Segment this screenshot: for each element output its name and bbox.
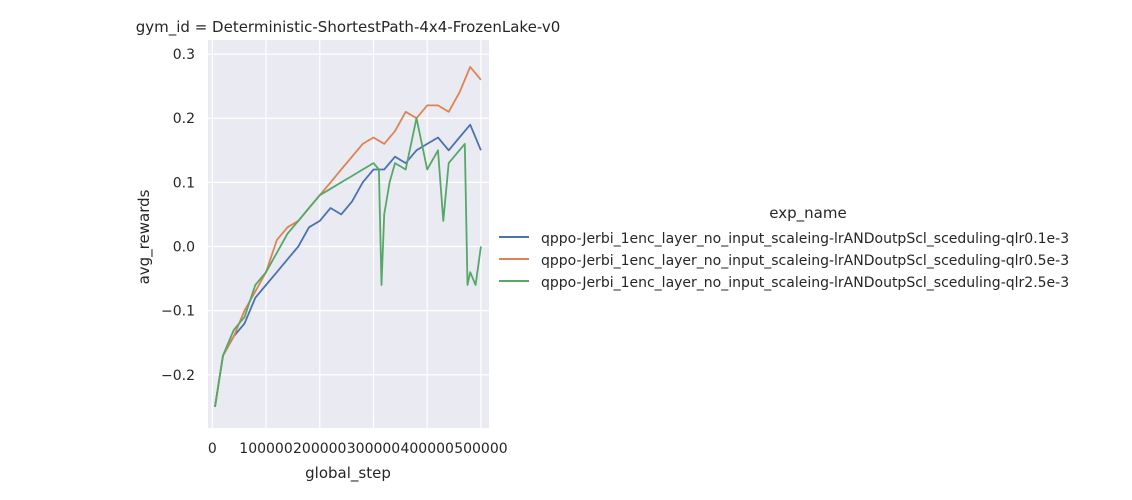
series-line <box>214 117 482 407</box>
y-axis-label: avg_rewards <box>135 189 154 284</box>
y-tick-label: 0.1 <box>173 175 195 191</box>
series-lines <box>214 66 482 407</box>
y-tick-label: 0.0 <box>173 240 195 256</box>
chart-title: gym_id = Deterministic-ShortestPath-4x4-… <box>136 18 561 37</box>
y-axis: −0.2 −0.1 0.0 0.1 0.2 0.3 <box>161 47 195 384</box>
y-tick-label: −0.1 <box>161 304 195 320</box>
x-axis: 0 100000 200000 300000 400000 500000 <box>208 441 508 457</box>
x-tick-label: 200000 <box>293 441 346 457</box>
legend: exp_name qppo-Jerbi_1enc_layer_no_input_… <box>499 204 1069 291</box>
legend-entry-label: qppo-Jerbi_1enc_layer_no_input_scaleing-… <box>541 231 1069 247</box>
x-tick-label: 0 <box>208 441 217 457</box>
series-line <box>214 66 482 407</box>
y-tick-label: 0.3 <box>173 47 195 63</box>
legend-title: exp_name <box>769 204 846 223</box>
plot-area <box>208 40 489 428</box>
legend-entry-label: qppo-Jerbi_1enc_layer_no_input_scaleing-… <box>541 275 1069 291</box>
legend-entry-label: qppo-Jerbi_1enc_layer_no_input_scaleing-… <box>541 253 1069 269</box>
x-axis-label: global_step <box>305 464 391 483</box>
grid <box>208 40 489 428</box>
x-tick-label: 500000 <box>454 441 507 457</box>
x-tick-label: 400000 <box>400 441 453 457</box>
y-tick-label: 0.2 <box>173 111 195 127</box>
x-tick-label: 300000 <box>347 441 400 457</box>
series-line <box>214 123 482 407</box>
x-tick-label: 100000 <box>239 441 292 457</box>
y-tick-label: −0.2 <box>161 368 195 384</box>
